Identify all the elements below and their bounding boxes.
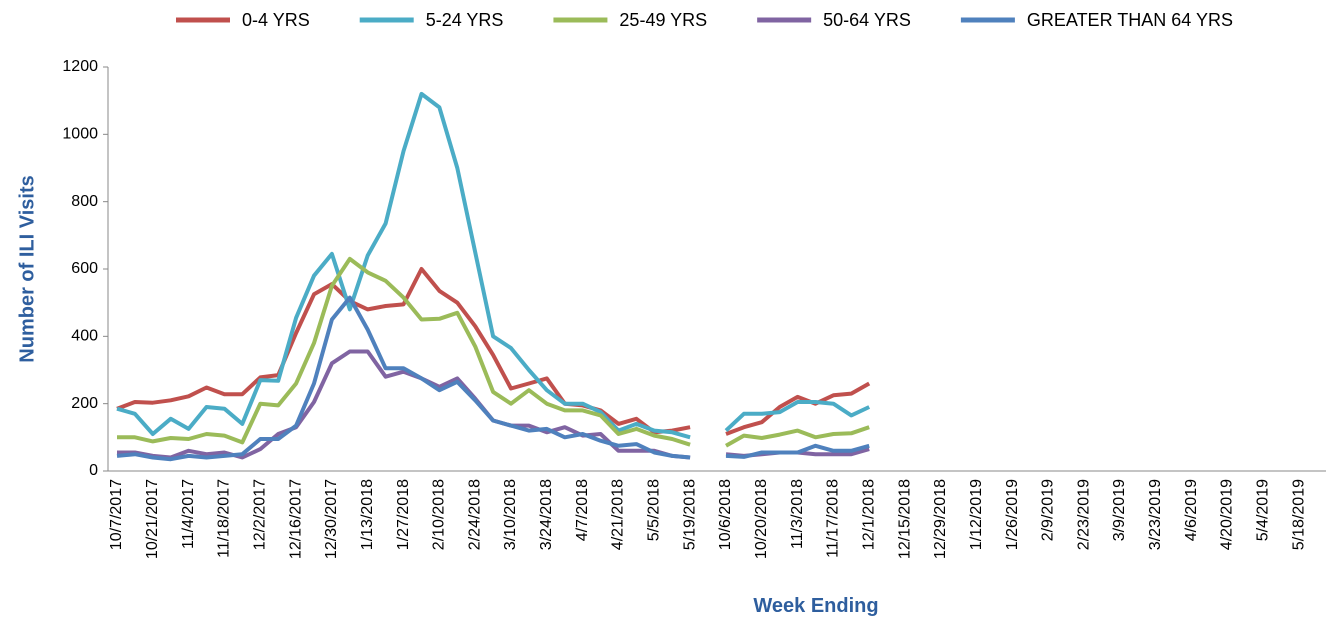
x-tick-label: 2/10/2018 xyxy=(431,479,448,550)
series-line xyxy=(116,295,870,462)
x-tick-label: 5/4/2019 xyxy=(1255,479,1272,541)
y-axis-title: Number of ILI Visits xyxy=(16,175,38,362)
y-tick-label: 600 xyxy=(71,260,98,277)
x-tick-label: 12/2/2017 xyxy=(251,479,268,550)
series-line xyxy=(117,349,870,460)
x-tick-label: 5/19/2018 xyxy=(681,479,698,550)
x-tick-label: 12/1/2018 xyxy=(860,479,877,550)
x-tick-label: 12/15/2018 xyxy=(896,479,913,559)
x-tick-label: 4/21/2018 xyxy=(610,479,627,550)
x-tick-label: 1/12/2019 xyxy=(968,479,985,550)
x-axis-title: Week Ending xyxy=(753,595,878,617)
y-tick-label: 0 xyxy=(89,462,98,479)
series-line xyxy=(116,267,871,436)
legend-label: 0-4 YRS xyxy=(242,10,310,30)
x-tick-label: 10/7/2017 xyxy=(108,479,125,550)
series-line xyxy=(117,256,870,448)
y-tick-label: 200 xyxy=(71,395,98,412)
y-tick-label: 1000 xyxy=(62,126,98,143)
legend-label: 25-49 YRS xyxy=(619,10,707,30)
x-tick-label: 2/24/2018 xyxy=(466,479,483,550)
y-tick-label: 1200 xyxy=(62,58,98,75)
x-tick-label: 12/29/2018 xyxy=(932,479,949,559)
series-line xyxy=(116,91,871,440)
x-tick-label: 3/9/2019 xyxy=(1111,479,1128,541)
y-tick-label: 800 xyxy=(71,193,98,210)
legend-label: 5-24 YRS xyxy=(426,10,504,30)
x-tick-label: 11/18/2017 xyxy=(216,479,233,558)
x-tick-label: 11/3/2018 xyxy=(789,479,806,549)
x-tick-label: 3/23/2019 xyxy=(1147,479,1164,550)
x-tick-label: 5/18/2019 xyxy=(1290,479,1307,550)
x-tick-label: 11/4/2017 xyxy=(180,479,197,549)
x-tick-label: 2/9/2019 xyxy=(1040,479,1057,541)
x-tick-label: 3/24/2018 xyxy=(538,479,555,550)
x-tick-label: 5/5/2018 xyxy=(646,479,663,541)
x-tick-label: 1/26/2019 xyxy=(1004,479,1021,550)
x-tick-label: 12/30/2017 xyxy=(323,479,340,559)
x-tick-label: 10/6/2018 xyxy=(717,479,734,550)
legend-label: GREATER THAN 64 YRS xyxy=(1027,10,1233,30)
x-tick-label: 4/7/2018 xyxy=(574,479,591,541)
x-tick-label: 11/17/2018 xyxy=(825,479,842,558)
x-tick-label: 1/13/2018 xyxy=(359,479,376,550)
x-tick-label: 10/21/2017 xyxy=(144,479,161,559)
legend-label: 50-64 YRS xyxy=(823,10,911,30)
y-tick-label: 400 xyxy=(71,328,98,345)
x-tick-label: 10/20/2018 xyxy=(753,479,770,559)
x-tick-label: 12/16/2017 xyxy=(287,479,304,559)
x-tick-label: 2/23/2019 xyxy=(1075,479,1092,550)
x-tick-label: 4/6/2019 xyxy=(1183,479,1200,541)
x-tick-label: 3/10/2018 xyxy=(502,479,519,550)
x-tick-label: 4/20/2019 xyxy=(1219,479,1236,550)
x-tick-label: 1/27/2018 xyxy=(395,479,412,550)
